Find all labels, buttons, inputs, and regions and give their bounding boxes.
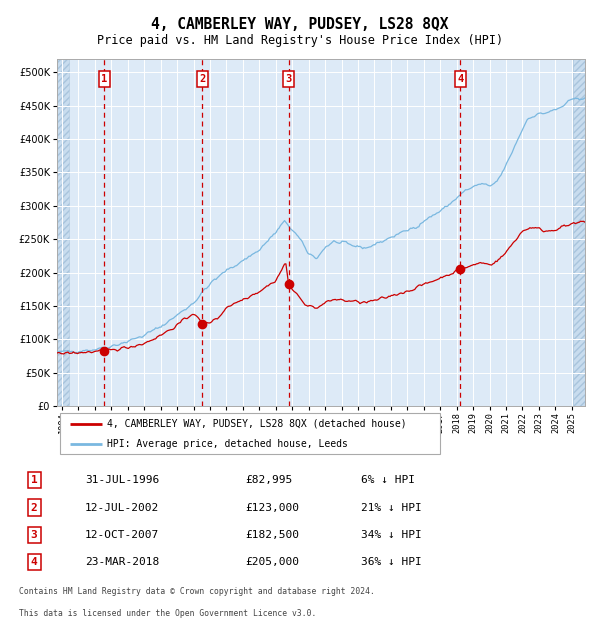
Bar [57, 59, 68, 406]
Text: 23-MAR-2018: 23-MAR-2018 [85, 557, 159, 567]
Text: 4: 4 [31, 557, 37, 567]
Text: 2: 2 [199, 74, 205, 84]
Text: 3: 3 [286, 74, 292, 84]
Text: Contains HM Land Registry data © Crown copyright and database right 2024.: Contains HM Land Registry data © Crown c… [19, 587, 375, 596]
Text: 6% ↓ HPI: 6% ↓ HPI [361, 475, 415, 485]
Text: £123,000: £123,000 [245, 503, 299, 513]
Text: 1: 1 [31, 475, 37, 485]
Text: HPI: Average price, detached house, Leeds: HPI: Average price, detached house, Leed… [107, 439, 348, 449]
Text: 4: 4 [457, 74, 463, 84]
Text: £82,995: £82,995 [245, 475, 292, 485]
Text: 12-OCT-2007: 12-OCT-2007 [85, 530, 159, 540]
Text: Price paid vs. HM Land Registry's House Price Index (HPI): Price paid vs. HM Land Registry's House … [97, 34, 503, 47]
Text: 34% ↓ HPI: 34% ↓ HPI [361, 530, 422, 540]
Text: 36% ↓ HPI: 36% ↓ HPI [361, 557, 422, 567]
Text: 4, CAMBERLEY WAY, PUDSEY, LS28 8QX (detached house): 4, CAMBERLEY WAY, PUDSEY, LS28 8QX (deta… [107, 418, 407, 428]
Text: 12-JUL-2002: 12-JUL-2002 [85, 503, 159, 513]
Bar [574, 59, 585, 406]
FancyBboxPatch shape [59, 413, 440, 454]
Text: 2: 2 [31, 503, 37, 513]
Text: 31-JUL-1996: 31-JUL-1996 [85, 475, 159, 485]
Text: This data is licensed under the Open Government Licence v3.0.: This data is licensed under the Open Gov… [19, 609, 316, 618]
Text: £182,500: £182,500 [245, 530, 299, 540]
Text: 1: 1 [101, 74, 107, 84]
Text: 4, CAMBERLEY WAY, PUDSEY, LS28 8QX: 4, CAMBERLEY WAY, PUDSEY, LS28 8QX [151, 17, 449, 32]
Text: 21% ↓ HPI: 21% ↓ HPI [361, 503, 422, 513]
Text: 3: 3 [31, 530, 37, 540]
Text: £205,000: £205,000 [245, 557, 299, 567]
